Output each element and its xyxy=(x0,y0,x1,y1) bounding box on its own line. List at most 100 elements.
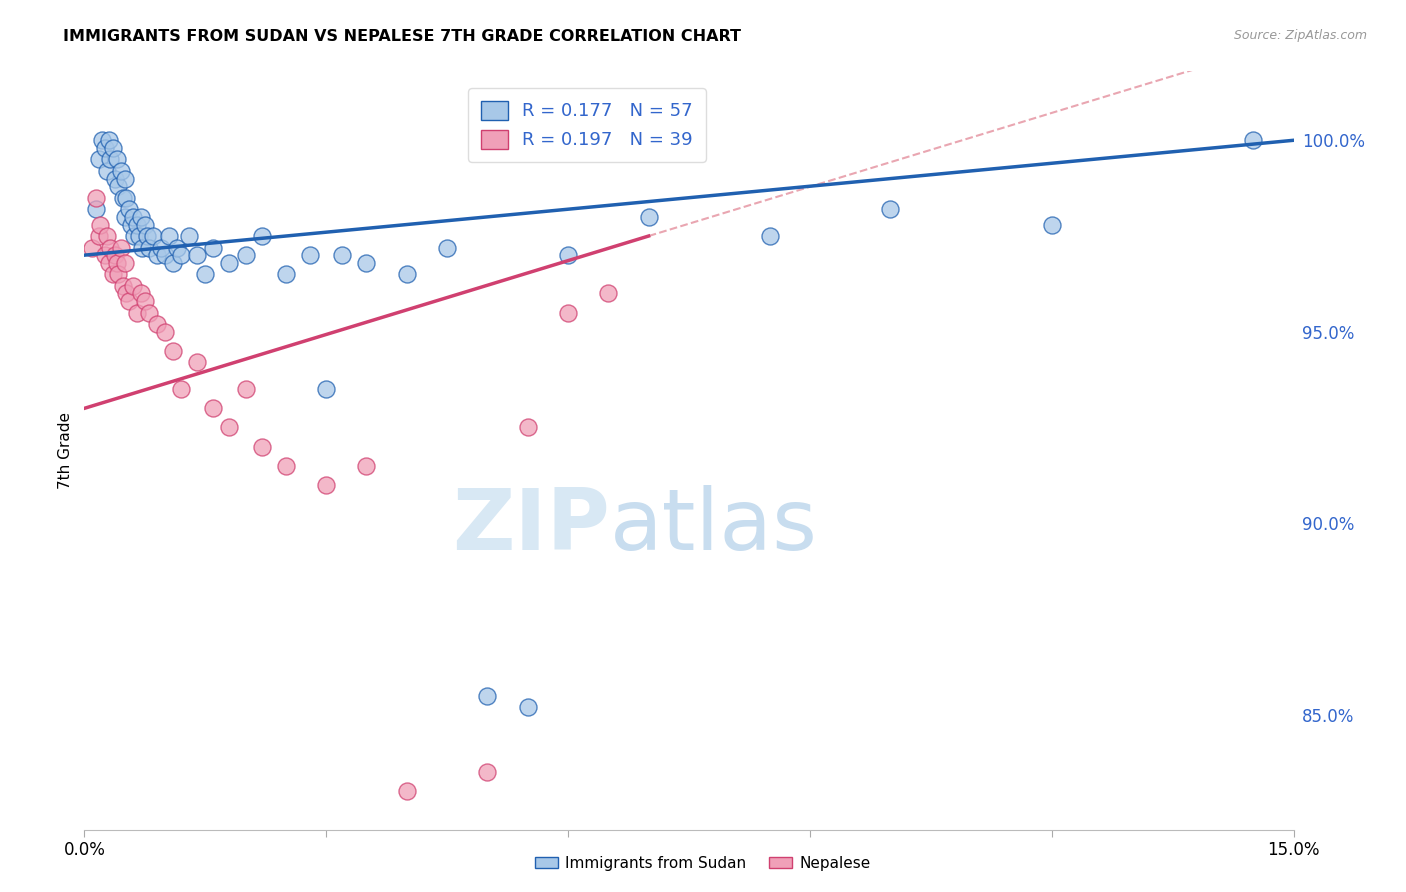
Point xyxy=(250,440,273,454)
Point xyxy=(477,765,499,780)
Point xyxy=(101,141,124,155)
Point xyxy=(274,268,297,282)
Point xyxy=(598,286,620,301)
Point xyxy=(128,229,150,244)
Point xyxy=(118,202,141,217)
Point xyxy=(170,382,193,396)
Point xyxy=(356,256,378,270)
Point xyxy=(157,229,180,244)
Point xyxy=(125,218,148,232)
Y-axis label: 7th Grade: 7th Grade xyxy=(58,412,73,489)
Point xyxy=(235,382,257,396)
Legend: R = 0.177   N = 57, R = 0.197   N = 39: R = 0.177 N = 57, R = 0.197 N = 39 xyxy=(468,88,706,162)
Point xyxy=(110,240,132,254)
Point xyxy=(186,248,208,262)
Point xyxy=(110,164,132,178)
Point xyxy=(136,229,159,244)
Point xyxy=(115,286,138,301)
Point xyxy=(516,420,538,434)
Point xyxy=(107,179,129,194)
Legend: Immigrants from Sudan, Nepalese: Immigrants from Sudan, Nepalese xyxy=(529,850,877,877)
Point xyxy=(315,382,337,396)
Point xyxy=(202,240,225,254)
Point xyxy=(114,210,136,224)
Point xyxy=(101,268,124,282)
Point xyxy=(118,294,141,309)
Point xyxy=(93,141,115,155)
Point xyxy=(98,240,121,254)
Point xyxy=(637,210,659,224)
Point xyxy=(86,191,108,205)
Point xyxy=(235,248,257,262)
Point xyxy=(96,229,118,244)
Point xyxy=(125,305,148,319)
Point xyxy=(129,210,152,224)
Point xyxy=(97,133,120,147)
Point xyxy=(557,305,579,319)
Point xyxy=(138,305,160,319)
Point xyxy=(557,248,579,262)
Point xyxy=(121,278,143,293)
Point xyxy=(104,248,127,262)
Point xyxy=(89,218,111,232)
Point xyxy=(395,784,418,798)
Point xyxy=(186,355,208,369)
Point xyxy=(120,218,142,232)
Point xyxy=(112,278,135,293)
Point xyxy=(166,240,188,254)
Point xyxy=(477,689,499,703)
Point xyxy=(131,240,153,254)
Point xyxy=(179,229,201,244)
Point xyxy=(218,420,240,434)
Text: atlas: atlas xyxy=(610,484,818,568)
Point xyxy=(146,248,169,262)
Point xyxy=(91,133,114,147)
Point xyxy=(134,218,156,232)
Point xyxy=(104,171,127,186)
Point xyxy=(112,191,135,205)
Point xyxy=(356,458,378,473)
Point xyxy=(153,248,176,262)
Point xyxy=(105,256,128,270)
Point xyxy=(194,268,217,282)
Point xyxy=(516,700,538,714)
Point xyxy=(129,286,152,301)
Point xyxy=(153,325,176,339)
Text: ZIP: ZIP xyxy=(453,484,610,568)
Point xyxy=(1040,218,1063,232)
Point xyxy=(436,240,458,254)
Point xyxy=(250,229,273,244)
Point xyxy=(395,268,418,282)
Point xyxy=(87,153,110,167)
Point xyxy=(93,248,115,262)
Point xyxy=(114,171,136,186)
Point xyxy=(162,343,184,358)
Point xyxy=(315,478,337,492)
Point xyxy=(879,202,901,217)
Point xyxy=(97,256,120,270)
Point xyxy=(121,210,143,224)
Point xyxy=(98,153,121,167)
Point xyxy=(86,202,108,217)
Point xyxy=(82,240,104,254)
Point xyxy=(218,256,240,270)
Point xyxy=(138,240,160,254)
Point xyxy=(1241,133,1264,147)
Point xyxy=(162,256,184,270)
Point xyxy=(142,229,165,244)
Point xyxy=(115,191,138,205)
Point xyxy=(124,229,146,244)
Point xyxy=(170,248,193,262)
Point xyxy=(87,229,110,244)
Point xyxy=(758,229,780,244)
Point xyxy=(134,294,156,309)
Text: IMMIGRANTS FROM SUDAN VS NEPALESE 7TH GRADE CORRELATION CHART: IMMIGRANTS FROM SUDAN VS NEPALESE 7TH GR… xyxy=(63,29,741,44)
Point xyxy=(105,153,128,167)
Point xyxy=(149,240,172,254)
Point xyxy=(274,458,297,473)
Point xyxy=(202,401,225,416)
Point xyxy=(299,248,322,262)
Point xyxy=(107,268,129,282)
Point xyxy=(146,317,169,331)
Point xyxy=(114,256,136,270)
